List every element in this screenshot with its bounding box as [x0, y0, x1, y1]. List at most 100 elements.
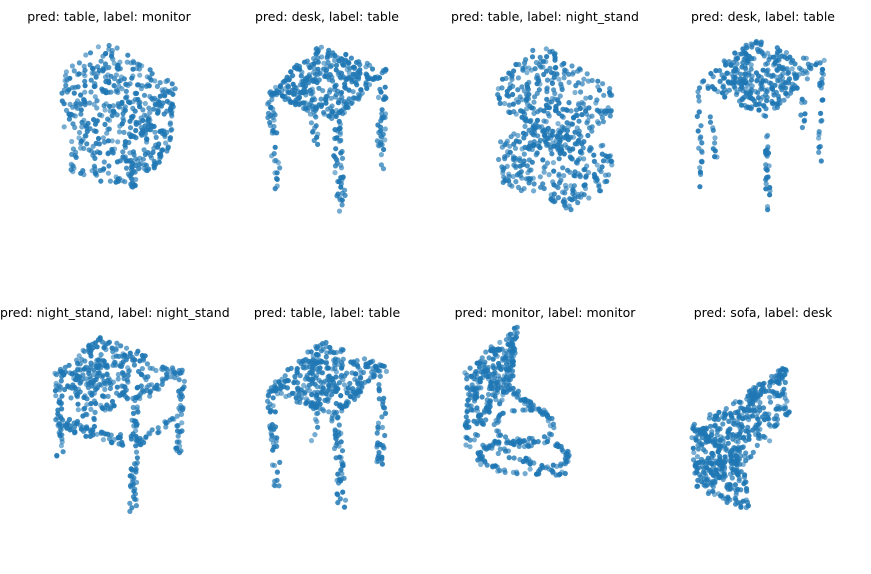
- scatter-point: [311, 69, 317, 76]
- scatter-point: [379, 424, 385, 430]
- scatter-point: [511, 109, 517, 115]
- scatter-point: [695, 442, 701, 448]
- scatter-point: [303, 104, 309, 111]
- scatter-point: [566, 79, 572, 85]
- scatter-point: [142, 374, 148, 380]
- scatter-point: [594, 107, 600, 113]
- scatter-point: [526, 443, 532, 449]
- scatter-point: [716, 409, 722, 415]
- scatter-point: [271, 123, 277, 130]
- scatter-point: [507, 81, 513, 87]
- scatter-point: [561, 127, 567, 133]
- scatter-point: [733, 457, 739, 463]
- scatter-point: [780, 71, 786, 77]
- scatter-point: [724, 499, 730, 505]
- scatter-point: [364, 85, 370, 91]
- scatter-point: [299, 395, 305, 401]
- scatter-point: [540, 464, 546, 471]
- scatter-point: [168, 374, 174, 380]
- scatter-point: [554, 463, 560, 469]
- scatter-point: [607, 153, 614, 159]
- scatter-point: [712, 86, 718, 92]
- scatter-point: [53, 393, 59, 399]
- scatter-point: [68, 111, 74, 117]
- scatter-point: [167, 135, 173, 141]
- scatter-point: [710, 472, 717, 478]
- scatter-point: [280, 93, 286, 99]
- scatter-point: [346, 96, 352, 102]
- scatter-point: [501, 373, 507, 379]
- scatter-point: [561, 75, 567, 81]
- scatter-point: [763, 166, 769, 172]
- scatter-point: [121, 372, 127, 378]
- scatter-point: [375, 420, 382, 426]
- scatter-point: [313, 123, 319, 129]
- scatter-point: [270, 395, 276, 401]
- scatter-point: [817, 143, 823, 150]
- scatter-point: [62, 73, 69, 79]
- scatter-point: [333, 146, 339, 152]
- scatter-point: [378, 128, 384, 134]
- scatter-point: [527, 403, 533, 410]
- scatter-point: [737, 461, 743, 467]
- scatter-point: [597, 188, 603, 194]
- scatter-point: [334, 491, 340, 497]
- scatter-point: [376, 388, 382, 394]
- scatter-point: [120, 351, 126, 357]
- scatter-point: [701, 447, 707, 453]
- scatter-point: [742, 50, 748, 56]
- scatter-point: [695, 93, 702, 100]
- scatter-point: [581, 139, 587, 145]
- scatter-point: [91, 416, 97, 423]
- scatter-point: [294, 399, 300, 405]
- scatter-point: [270, 92, 276, 99]
- scatter-point: [339, 459, 345, 465]
- scatter-point: [500, 389, 507, 395]
- scatter-point: [526, 65, 532, 71]
- scatter-point: [504, 163, 510, 169]
- scatter-point: [94, 98, 100, 104]
- scatter-point: [85, 120, 91, 126]
- scatter-point: [103, 79, 109, 85]
- scatter-point: [335, 361, 341, 368]
- scatter-point: [537, 107, 543, 113]
- scatter-point: [329, 418, 335, 424]
- scatter-point: [378, 162, 384, 168]
- scatter-point: [608, 158, 614, 164]
- scatter-point: [798, 112, 804, 118]
- scatter-point: [274, 469, 280, 475]
- scatter-point: [103, 346, 109, 353]
- scatter-point: [577, 174, 583, 180]
- scatter-point: [121, 376, 127, 382]
- scatter-point: [742, 66, 749, 72]
- scatter-point: [774, 67, 780, 73]
- scatter-point: [699, 456, 705, 463]
- scatter-point: [127, 500, 133, 506]
- scatter-point: [733, 461, 739, 467]
- scatter-point: [500, 377, 507, 383]
- scatter-point: [120, 149, 126, 155]
- scatter-point: [694, 466, 700, 472]
- scatter-point: [521, 438, 527, 444]
- scatter-point: [497, 467, 503, 474]
- scatter-point: [95, 64, 101, 70]
- scatter-point: [529, 54, 536, 60]
- scatter-point: [129, 164, 135, 170]
- scatter-point: [464, 376, 470, 382]
- scatter-point: [526, 176, 532, 182]
- scatter-point: [464, 409, 470, 415]
- scatter-point: [99, 374, 105, 380]
- scatter-point: [560, 165, 566, 171]
- scatter-panel-1: pred: table, label: monitor: [0, 0, 218, 278]
- scatter-point: [81, 63, 87, 69]
- scatter-point: [125, 99, 132, 105]
- scatter-point: [347, 380, 353, 387]
- scatter-point: [318, 44, 324, 50]
- scatter-point: [476, 413, 482, 419]
- scatter-point: [276, 483, 282, 489]
- scatter-point: [127, 125, 134, 131]
- scatter-point: [591, 152, 597, 158]
- scatter-point: [728, 62, 734, 68]
- panel-title: pred: desk, label: table: [690, 9, 835, 24]
- scatter-point: [91, 423, 97, 430]
